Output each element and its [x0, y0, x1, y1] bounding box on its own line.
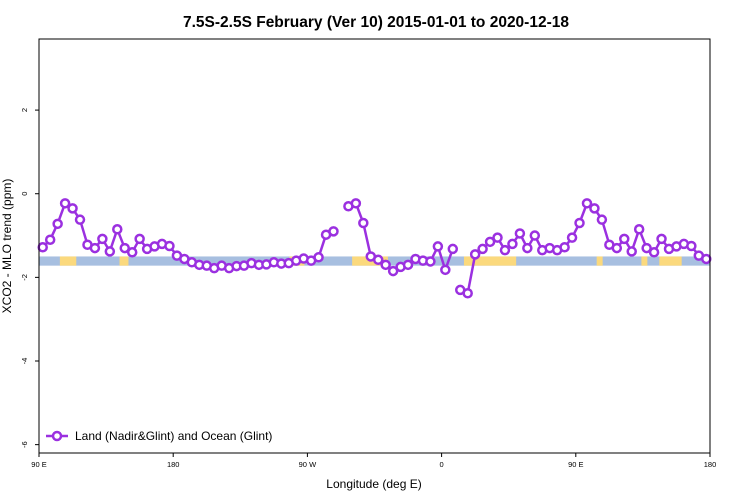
data-point — [574, 217, 585, 229]
data-point — [440, 264, 451, 276]
data-point — [52, 218, 63, 230]
data-point — [477, 243, 488, 255]
data-point — [484, 236, 496, 248]
data-point — [566, 232, 578, 243]
legend-marker — [51, 430, 63, 442]
data-point — [648, 247, 660, 258]
x-axis: 90 E 180 90 W 0 90 E 180 — [31, 453, 716, 469]
data-point — [492, 232, 503, 243]
y-axis: 2 0 -2 -4 -6 — [20, 108, 39, 448]
data-point — [59, 198, 71, 209]
land-band — [119, 256, 129, 266]
data-point — [701, 253, 712, 265]
legend: Land (Nadir&Glint) and Ocean (Glint) — [46, 429, 272, 443]
data-point — [328, 226, 339, 237]
data-point — [559, 242, 570, 253]
data-point — [507, 238, 518, 250]
data-point — [514, 228, 526, 239]
chart-title: 7.5S-2.5S February (Ver 10) 2015-01-01 t… — [183, 14, 569, 31]
y-tick-label: -2 — [20, 274, 29, 281]
data-point — [104, 246, 116, 257]
data-point — [596, 214, 608, 225]
data-point — [686, 240, 697, 252]
land-band — [659, 256, 682, 266]
y-tick-label: -4 — [20, 358, 29, 365]
data-point — [619, 233, 630, 245]
data-point — [313, 252, 324, 263]
data-point — [402, 259, 414, 271]
data-point — [425, 256, 436, 267]
data-point — [611, 242, 623, 254]
data-point — [97, 233, 108, 245]
series-line — [459, 202, 707, 295]
data-point — [641, 242, 652, 254]
land-band — [59, 256, 77, 266]
data-point — [469, 249, 481, 260]
data-point — [67, 203, 78, 214]
data-point — [134, 233, 145, 245]
data-point — [522, 242, 533, 254]
data-point — [387, 265, 399, 277]
y-tick-label: 2 — [20, 108, 29, 112]
x-tick-label: 90 E — [568, 460, 583, 469]
data-point — [44, 234, 56, 245]
land-band — [596, 256, 603, 266]
data-point — [37, 242, 48, 253]
data-point — [119, 242, 130, 254]
x-axis-label: Longitude (deg E) — [326, 477, 421, 491]
data-point — [89, 242, 101, 254]
data-point — [626, 246, 637, 257]
y-tick-label: -6 — [20, 441, 29, 448]
y-tick-label: 0 — [20, 192, 29, 196]
x-tick-label: 180 — [704, 460, 717, 469]
x-tick-label: 90 W — [299, 460, 317, 469]
data-point — [350, 198, 362, 209]
data-point — [529, 230, 541, 241]
data-point — [589, 203, 600, 214]
data-point — [126, 247, 138, 258]
data-point — [447, 243, 459, 255]
data-point — [380, 259, 391, 271]
data-point — [74, 214, 86, 225]
legend-label: Land (Nadir&Glint) and Ocean (Glint) — [75, 429, 272, 443]
x-tick-label: 0 — [440, 460, 444, 469]
data-point — [462, 288, 473, 299]
plot-frame — [38, 38, 711, 454]
data-point — [633, 224, 645, 235]
land-band — [463, 256, 517, 266]
data-point — [112, 224, 123, 235]
data-point — [358, 217, 369, 229]
data-point — [581, 198, 593, 209]
x-tick-label: 90 E — [31, 460, 46, 469]
data-point — [164, 240, 175, 252]
data-point — [432, 241, 444, 252]
data-point — [499, 244, 511, 256]
x-tick-label: 180 — [167, 460, 180, 469]
land-band — [641, 256, 648, 266]
y-axis-label: XCO2 - MLO trend (ppm) — [0, 179, 14, 314]
series-layer — [37, 198, 712, 299]
data-point — [372, 254, 384, 266]
data-point — [656, 233, 667, 245]
